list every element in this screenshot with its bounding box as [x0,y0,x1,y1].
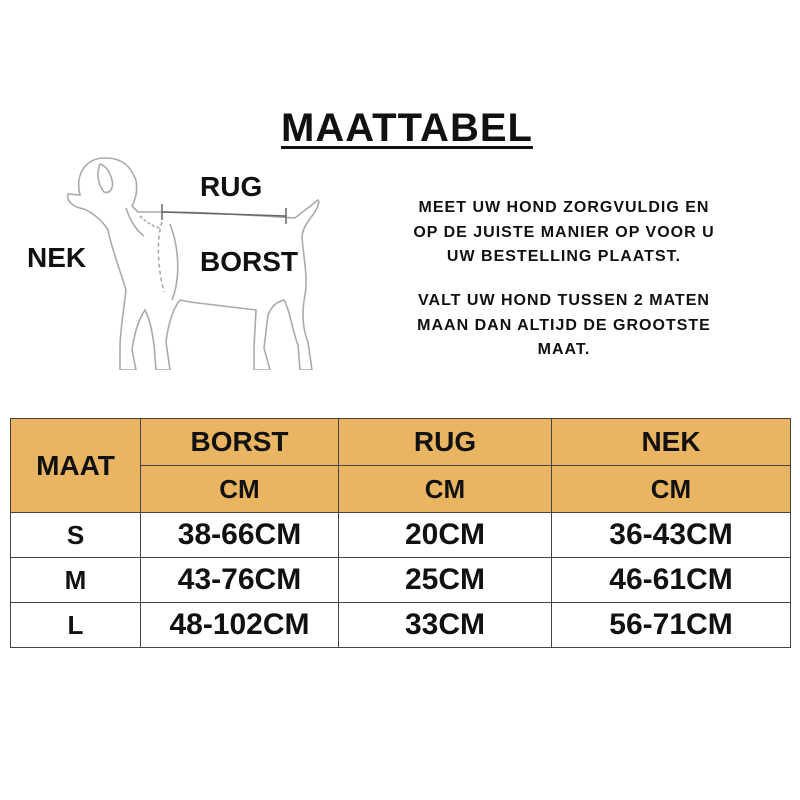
unit-cell: CM [338,465,552,513]
unit-cell: CM [551,465,791,513]
data-row: S 38-66CM 20CM 36-43CM [10,512,791,558]
value-cell: 46-61CM [551,557,791,603]
header-cell: BORST [140,418,339,466]
value-cell: 38-66CM [140,512,339,558]
nek-label: NEK [27,242,87,273]
instruction-line: UW BESTELLING PLAATST. [446,248,682,265]
instruction-line: MEET UW HOND ZORGVULDIG EN [418,199,710,216]
header-cell: MAAT [10,418,141,513]
data-row: L 48-102CM 33CM 56-71CM [10,602,791,648]
instruction-line: OP DE JUISTE MANIER OP VOOR U [413,223,715,241]
instruction-line: MAAN DAN ALTIJD DE GROOTSTE [417,316,711,334]
size-cell: M [10,557,141,603]
unit-cell: CM [140,465,339,513]
borst-label: BORST [200,246,298,277]
header-cell: RUG [338,418,552,466]
dog-diagram [66,157,320,370]
title: MAATTABEL [281,106,533,150]
instruction-paragraph: MEET UW HOND ZORGVULDIG EN OP DE JUISTE M… [355,196,773,270]
value-cell: 20CM [338,512,552,558]
header-cell: NEK [551,418,791,466]
value-cell: 56-71CM [551,602,791,648]
value-cell: 48-102CM [140,602,339,648]
size-cell: S [10,512,141,558]
unit-row: CM CM CM [11,465,791,513]
rug-label: RUG [200,171,263,202]
instruction-line: MAAT. [537,341,591,358]
header-row: MAAT BORST RUG NEK [10,418,791,513]
instruction-line: VALT UW HOND TUSSEN 2 MATEN [418,292,710,309]
value-cell: 36-43CM [551,512,791,558]
value-cell: 25CM [338,557,552,603]
value-cell: 43-76CM [140,557,339,603]
size-cell: L [10,602,141,648]
data-row: M 43-76CM 25CM 46-61CM [10,557,791,603]
size-table: MAAT BORST RUG NEK CM CM CM S 38-66CM 20CM 36-43CM… [10,418,791,648]
value-cell: 33CM [338,602,552,648]
instruction-paragraph: VALT UW HOND TUSSEN 2 MATEN MAAN DAN ALTI… [355,289,773,363]
